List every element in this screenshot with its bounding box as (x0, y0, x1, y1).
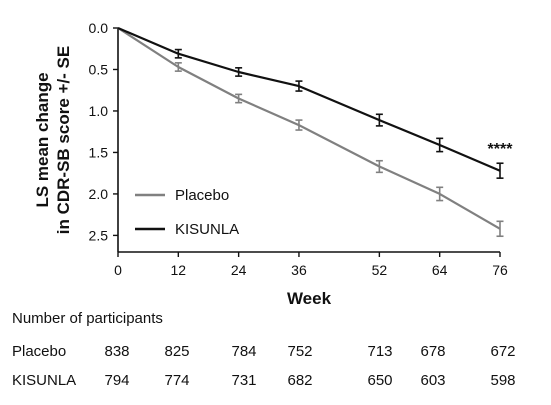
participants-count: 825 (164, 343, 189, 360)
error-bar-kisunla (235, 67, 243, 77)
y-axis-title-line-2: in CDR-SB score +/- SE (54, 46, 73, 234)
y-tick-label: 1.5 (89, 144, 109, 160)
participants-count: 774 (164, 372, 189, 389)
error-bar-placebo (295, 119, 303, 131)
participants-count: 794 (104, 372, 129, 389)
participants-count: 838 (104, 343, 129, 360)
x-tick-label: 52 (372, 262, 388, 278)
y-axis-title-line-1: LS mean change (33, 72, 52, 207)
participants-row-placebo: Placebo 838 825 784 752 713 678 672 (12, 343, 516, 360)
participants-row-label: Placebo (12, 343, 66, 360)
error-bar-placebo (235, 93, 243, 104)
y-tick-label: 1.0 (89, 103, 109, 119)
y-tick-label: 0.5 (89, 61, 109, 77)
x-axis-title: Week (287, 289, 332, 308)
error-bar-placebo (436, 186, 444, 202)
legend-label: KISUNLA (175, 221, 239, 238)
participants-row-kisunla: KISUNLA 794 774 731 682 650 603 598 (12, 372, 516, 389)
x-tick-label: 0 (114, 262, 122, 278)
x-tick-label: 12 (171, 262, 187, 278)
legend-item-kisunla: KISUNLA (135, 221, 239, 238)
axes-layer: 0.0 0.5 1.0 1.5 2.0 2.5 0 12 24 36 52 64 76 Week LS me… (33, 20, 508, 308)
x-tick-label: 36 (291, 262, 307, 278)
participants-count: 672 (490, 343, 515, 360)
error-bar-kisunla (295, 80, 303, 92)
x-tick-label: 76 (492, 262, 508, 278)
legend-layer: Placebo KISUNLA (135, 187, 239, 238)
participants-count: 598 (490, 372, 515, 389)
participants-count: 784 (231, 343, 256, 360)
participants-count: 713 (367, 343, 392, 360)
participants-table-title: Number of participants (12, 310, 163, 327)
participants-count: 731 (231, 372, 256, 389)
participants-count: 752 (287, 343, 312, 360)
participants-count: 682 (287, 372, 312, 389)
series-layer: **** (117, 26, 514, 238)
y-tick-label: 2.0 (89, 186, 109, 202)
error-bar-kisunla (174, 48, 182, 59)
y-tick-label: 0.0 (89, 20, 109, 36)
participants-count: 678 (420, 343, 445, 360)
error-bar-kisunla (375, 113, 383, 127)
error-bar-placebo (174, 62, 182, 72)
participants-count: 650 (367, 372, 392, 389)
x-tick-label: 64 (432, 262, 448, 278)
error-bar-kisunla (496, 162, 504, 179)
participants-row-label: KISUNLA (12, 372, 76, 389)
y-tick-label: 2.5 (89, 227, 109, 243)
legend-label: Placebo (175, 187, 229, 204)
error-bar-placebo (375, 159, 383, 174)
error-bar-placebo (496, 220, 504, 238)
participants-table: Number of participants Placebo 838 825 784 75… (12, 310, 516, 389)
x-tick-label: 24 (231, 262, 247, 278)
significance-annotation: **** (488, 141, 514, 158)
error-bar-kisunla (436, 137, 444, 153)
legend-item-placebo: Placebo (135, 187, 229, 204)
participants-count: 603 (420, 372, 445, 389)
